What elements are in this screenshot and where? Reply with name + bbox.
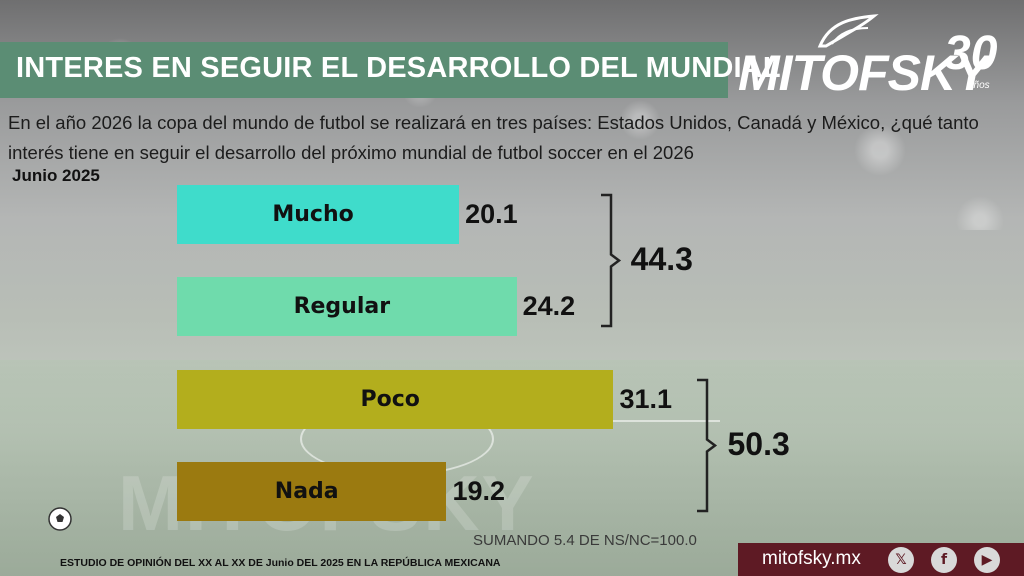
bar-poco: Poco	[177, 370, 614, 429]
bar-value-label: 19.2	[452, 476, 506, 506]
logo-anniversary-label: años	[968, 80, 990, 91]
soccer-ball-icon	[48, 507, 72, 531]
bar-label: Regular	[293, 294, 391, 319]
group-total-label: 44.3	[630, 240, 693, 277]
bar-value-label: 31.1	[619, 384, 673, 414]
bar-regular: Regular	[177, 277, 517, 336]
survey-question: En el año 2026 la copa del mundo de futb…	[8, 112, 979, 163]
brand-logo: MITOFSKY	[738, 45, 988, 101]
youtube-icon[interactable]: ▶	[974, 547, 1000, 573]
website-link[interactable]: mitofsky.mx	[762, 548, 861, 569]
bar-value-label: 20.1	[465, 199, 518, 229]
group-bracket	[697, 378, 718, 513]
sum-note: SUMANDO 5.4 DE NS/NC=100.0	[473, 532, 697, 549]
group-total-label: 50.3	[727, 425, 790, 462]
facebook-icon[interactable]: f	[931, 547, 957, 573]
bar-label: Nada	[274, 479, 339, 504]
bar-nada: Nada	[177, 462, 447, 521]
bar-mucho: Mucho	[177, 185, 460, 244]
logo-leaves-icon	[817, 14, 879, 48]
group-bracket	[600, 193, 621, 328]
study-footnote: ESTUDIO DE OPINIÓN DEL XX AL XX DE Junio…	[60, 557, 501, 569]
x-icon[interactable]: 𝕏	[888, 547, 914, 573]
bar-label: Mucho	[272, 202, 354, 227]
bar-label: Poco	[360, 387, 420, 412]
stadium-lights-background	[0, 0, 1024, 230]
bar-value-label: 24.2	[522, 291, 576, 321]
date-label: Junio 2025	[12, 166, 100, 185]
title-bar	[0, 42, 728, 98]
logo-anniversary: 30	[944, 27, 998, 80]
page-title: INTERES EN SEGUIR EL DESARROLLO DEL MUND…	[16, 52, 781, 84]
